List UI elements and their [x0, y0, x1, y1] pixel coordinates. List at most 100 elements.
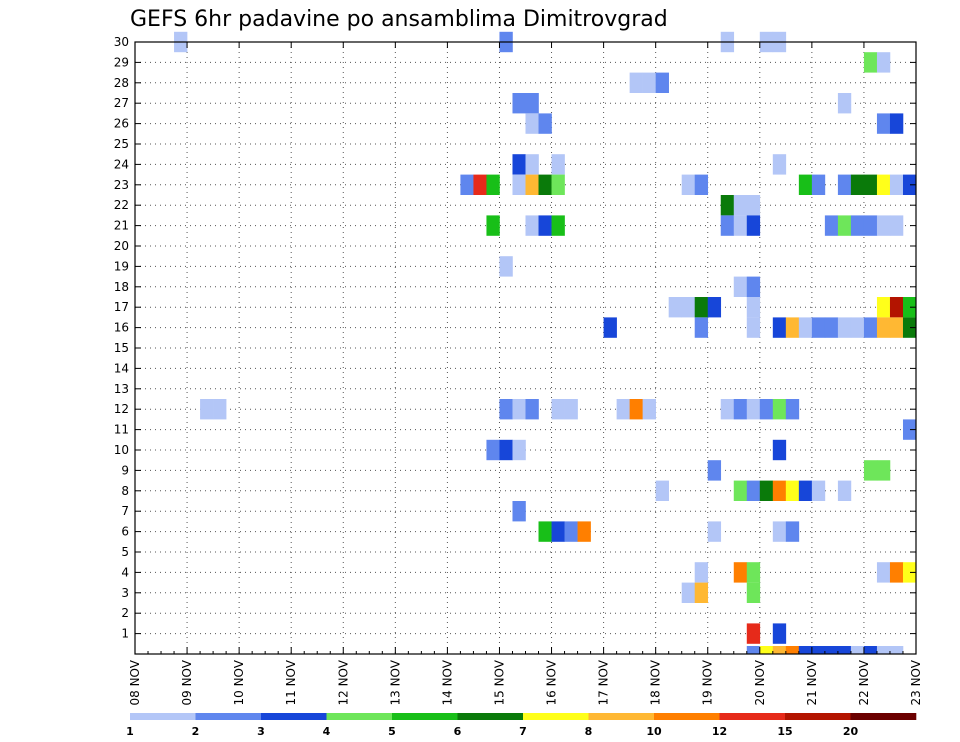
heatmap-cell — [694, 562, 709, 583]
heatmap-cell — [694, 174, 709, 195]
heatmap-cell — [837, 646, 852, 654]
heatmap-cell — [512, 439, 526, 461]
heatmap-cell — [850, 174, 865, 195]
heatmap-cell — [551, 215, 565, 236]
y-tick-label: 6 — [121, 525, 129, 539]
heatmap-cell — [512, 501, 526, 522]
heatmap-cell — [746, 317, 761, 338]
legend-label: 20 — [843, 725, 859, 738]
y-tick-label: 7 — [121, 504, 129, 518]
heatmap-cell — [525, 174, 539, 195]
heatmap-cell — [512, 154, 526, 175]
legend-label: 15 — [777, 725, 792, 738]
heatmap-cell — [707, 460, 722, 481]
heatmap-cell — [850, 317, 865, 338]
legend: 1 2 3 4 5 6 7 8 10 12 15 20 — [126, 713, 917, 738]
heatmap-cell — [759, 399, 774, 420]
heatmap-cell — [902, 562, 917, 583]
heatmap-cell — [889, 646, 904, 654]
heatmap-cell — [525, 215, 539, 236]
legend-label: 10 — [646, 725, 662, 738]
heatmap-cell — [850, 215, 865, 236]
x-tick-label: 21 NOV — [805, 659, 819, 705]
heatmap-cell — [460, 174, 474, 195]
x-tick-label: 19 NOV — [701, 659, 715, 705]
heatmap-cell — [538, 215, 552, 236]
heatmap-cell — [876, 215, 891, 236]
x-tick-label: 11 NOV — [284, 659, 298, 705]
heatmap-cell — [772, 439, 787, 461]
heatmap-cell — [837, 317, 852, 338]
y-tick-label: 23 — [114, 178, 129, 192]
x-tick-label: 23 NOV — [909, 659, 923, 705]
heatmap-cell — [486, 215, 500, 236]
heatmap-cell — [889, 317, 904, 338]
legend-swatch — [195, 713, 262, 720]
heatmap-cell — [837, 480, 852, 501]
legend-swatch — [785, 713, 851, 720]
heatmap-cell — [551, 399, 565, 420]
x-tick-label: 18 NOV — [649, 659, 663, 705]
y-tick-label: 13 — [114, 382, 129, 396]
legend-label: 4 — [323, 725, 331, 738]
heatmap-cell — [720, 195, 735, 216]
heatmap-cell — [577, 521, 591, 542]
legend-swatch — [719, 713, 786, 720]
heatmap-cell — [785, 646, 800, 654]
heatmap-cell — [746, 623, 761, 644]
heatmap-cell — [733, 399, 748, 420]
heatmap-cell — [772, 623, 787, 644]
y-tick-label: 26 — [114, 117, 129, 131]
heatmap-cell — [733, 195, 748, 216]
x-tick-label: 12 NOV — [336, 659, 350, 705]
heatmap-cell — [746, 646, 761, 654]
y-tick-label: 2 — [121, 606, 129, 620]
heatmap-cell — [824, 317, 839, 338]
legend-swatch — [588, 713, 655, 720]
x-tick-label: 08 NOV — [128, 659, 142, 705]
heatmap-cell — [785, 521, 800, 542]
heatmap-cell — [564, 521, 578, 542]
heatmap-cell — [902, 419, 917, 440]
heatmap-cell — [772, 480, 787, 501]
y-tick-label: 29 — [114, 55, 129, 69]
x-tick-label: 09 NOV — [180, 659, 194, 705]
y-tick-label: 24 — [114, 157, 129, 171]
x-tick-label: 10 NOV — [232, 659, 246, 705]
y-tick-label: 8 — [121, 484, 129, 498]
heatmap-cell — [863, 174, 878, 195]
heatmap-cell — [811, 480, 826, 501]
chart-title: GEFS 6hr padavine po ansamblima Dimitrov… — [130, 7, 668, 32]
heatmap-cell — [902, 174, 917, 195]
y-tick-label: 17 — [114, 300, 129, 314]
heatmap-cell — [603, 317, 617, 338]
x-tick-label: 14 NOV — [440, 659, 454, 705]
heatmap-cell — [707, 297, 722, 318]
heatmap-cell — [551, 154, 565, 175]
y-tick-label: 4 — [121, 565, 129, 579]
heatmap-cell — [642, 399, 656, 420]
cells — [174, 31, 917, 654]
heatmap-cell — [837, 93, 852, 114]
heatmap-cell — [889, 113, 904, 134]
heatmap-cell — [200, 399, 214, 420]
heatmap-cell — [811, 317, 826, 338]
heatmap-cell — [525, 113, 539, 134]
heatmap-cell — [733, 480, 748, 501]
heatmap-cell — [486, 174, 500, 195]
heatmap-cell — [876, 460, 891, 481]
heatmap-cell — [538, 113, 552, 134]
heatmap-cell — [876, 52, 891, 73]
heatmap-cell — [889, 297, 904, 318]
y-tick-label: 28 — [114, 76, 129, 90]
y-tick-label: 15 — [114, 341, 129, 355]
x-tick-label: 16 NOV — [545, 659, 559, 705]
x-tick-label: 22 NOV — [857, 659, 871, 705]
heatmap-cell — [512, 174, 526, 195]
y-tick-label: 11 — [114, 423, 129, 437]
heatmap-cell — [681, 297, 696, 318]
heatmap-cell — [499, 439, 513, 461]
y-tick-label: 27 — [114, 96, 129, 110]
heatmap-cell — [694, 297, 709, 318]
